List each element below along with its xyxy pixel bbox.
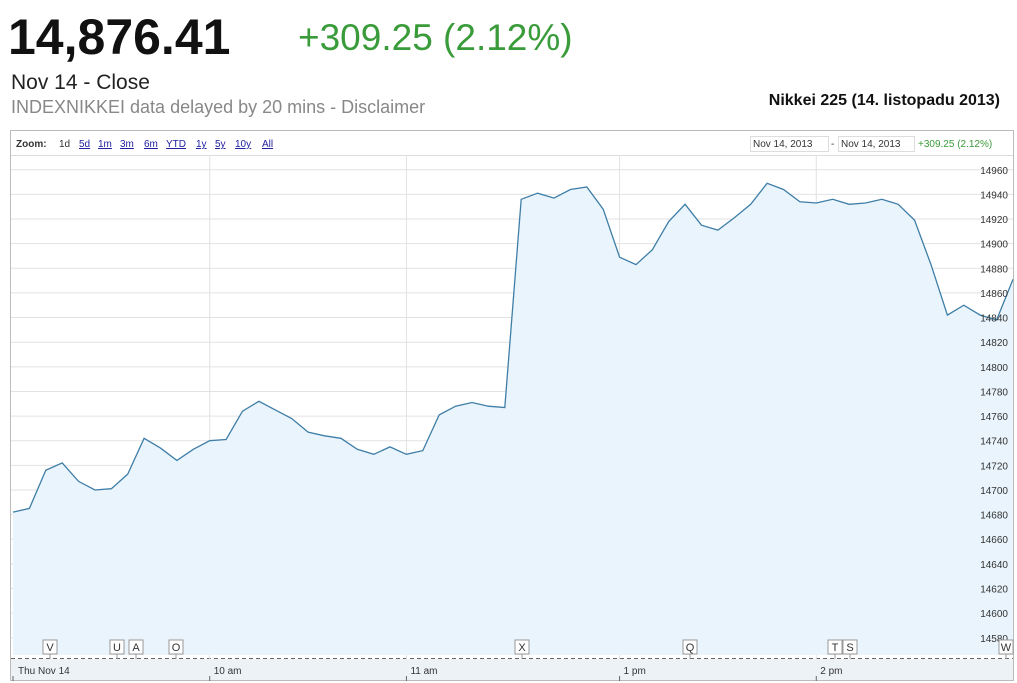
range-separator: - [831, 139, 834, 150]
y-tick-label: 14860 [980, 289, 1008, 300]
y-tick-label: 14940 [980, 190, 1008, 201]
zoom-option[interactable]: 1m [98, 139, 112, 150]
range-start[interactable]: Nov 14, 2013 [753, 139, 813, 150]
event-label[interactable]: V [46, 642, 54, 654]
x-tick-label: 2 pm [820, 666, 842, 677]
range-box[interactable] [750, 136, 829, 152]
y-tick-label: 14700 [980, 486, 1008, 497]
x-tick-label: 11 am [410, 666, 437, 677]
y-tick-label: 14680 [980, 511, 1008, 522]
event-label[interactable]: U [113, 642, 121, 654]
y-tick-label: 14640 [980, 560, 1008, 571]
y-tick-label: 14820 [980, 338, 1008, 349]
event-flag[interactable] [842, 639, 858, 655]
x-tick-label: 10 am [214, 666, 242, 677]
y-tick-label: 14780 [980, 387, 1008, 398]
chart-caption: Nikkei 225 (14. listopadu 2013) [769, 92, 1000, 109]
zoom-label: Zoom: [16, 139, 47, 150]
event-flag[interactable] [827, 639, 843, 655]
y-tick-label: 14920 [980, 215, 1008, 226]
zoom-option[interactable]: 3m [120, 139, 134, 150]
event-label[interactable]: W [1001, 642, 1012, 654]
event-flag[interactable] [514, 639, 530, 655]
zoom-option[interactable]: 1d [59, 139, 70, 150]
zoom-option[interactable]: 5y [215, 139, 226, 150]
y-tick-label: 14800 [980, 363, 1008, 374]
zoom-option[interactable]: YTD [166, 139, 186, 150]
zoom-option[interactable]: 6m [144, 139, 158, 150]
price-line [12, 182, 1014, 513]
area-fill [13, 183, 1013, 656]
y-tick-label: 14840 [980, 314, 1008, 325]
event-flag[interactable] [128, 639, 144, 655]
y-tick-label: 14580 [980, 634, 1008, 645]
event-label[interactable]: T [832, 642, 839, 654]
range-end[interactable]: Nov 14, 2013 [841, 139, 901, 150]
y-tick-label: 14660 [980, 535, 1008, 546]
zoom-option[interactable]: All [262, 139, 273, 150]
y-tick-label: 14760 [980, 412, 1008, 423]
price-change: +309.25 (2.12%) [298, 17, 573, 58]
y-tick-label: 14880 [980, 264, 1008, 275]
range-box[interactable] [838, 136, 915, 152]
event-label[interactable]: O [172, 642, 181, 654]
event-flag[interactable] [998, 639, 1014, 655]
zoom-option[interactable]: 5d [79, 139, 90, 150]
event-flag[interactable] [109, 639, 125, 655]
y-tick-label: 14740 [980, 437, 1008, 448]
zoom-option[interactable]: 1y [196, 139, 207, 150]
event-label[interactable]: S [846, 642, 853, 654]
y-tick-label: 14960 [980, 166, 1008, 177]
event-label[interactable]: X [518, 642, 526, 654]
event-flag[interactable] [682, 639, 698, 655]
event-label[interactable]: A [132, 642, 140, 654]
range-change: +309.25 (2.12%) [918, 139, 992, 150]
y-tick-label: 14900 [980, 240, 1008, 251]
y-tick-label: 14620 [980, 584, 1008, 595]
x-tick-label: Thu Nov 14 [18, 666, 70, 677]
source-note: INDEXNIKKEI data delayed by 20 mins - Di… [11, 97, 425, 117]
event-label[interactable]: Q [686, 642, 695, 654]
x-tick-label: 1 pm [624, 666, 646, 677]
x-axis-band [11, 659, 1013, 680]
zoom-option[interactable]: 10y [235, 139, 251, 150]
y-tick-label: 14720 [980, 461, 1008, 472]
price: 14,876.41 [8, 9, 230, 65]
y-tick-label: 14600 [980, 609, 1008, 620]
event-flag[interactable] [42, 639, 58, 655]
status: Nov 14 - Close [11, 71, 150, 94]
event-flag[interactable] [168, 639, 184, 655]
